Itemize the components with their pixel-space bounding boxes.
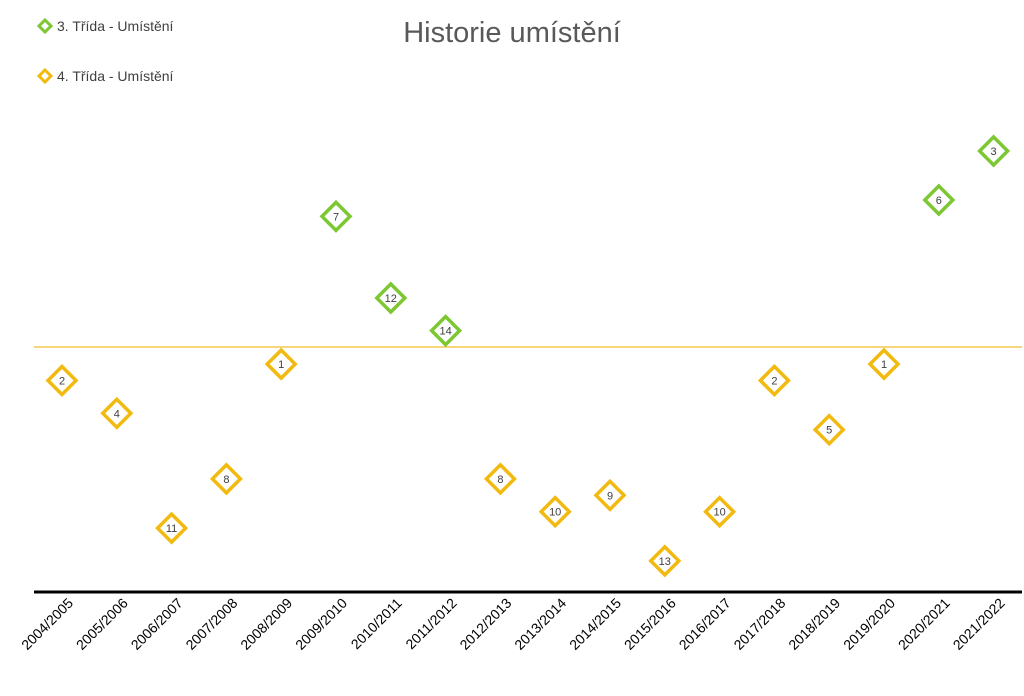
point-diamond: [100, 396, 134, 430]
x-tick-label: 2011/2012: [402, 595, 460, 653]
point-label: 6: [936, 195, 942, 207]
data-point: 13: [648, 544, 682, 578]
x-tick-label: 2014/2015: [566, 595, 624, 653]
x-tick-label: 2019/2020: [840, 595, 898, 653]
legend-diamond-icon: [36, 17, 54, 35]
x-axis-tick-labels: 2004/20052005/20062006/20072007/20082008…: [18, 595, 1008, 653]
point-diamond: [812, 413, 846, 447]
legend-item: 4. Třída - Umístění: [36, 67, 174, 85]
point-label: 7: [333, 211, 339, 223]
point-diamond: [374, 281, 408, 315]
x-tick-label: 2007/2008: [182, 595, 240, 653]
point-diamond: [483, 462, 517, 496]
data-point: 5: [812, 413, 846, 447]
point-label: 2: [771, 376, 777, 388]
point-label: 3: [991, 146, 997, 158]
x-tick-label: 2016/2017: [676, 595, 734, 653]
point-label: 4: [114, 408, 120, 420]
point-diamond: [429, 314, 463, 348]
data-point: 9: [593, 478, 627, 512]
x-tick-label: 2005/2006: [73, 595, 131, 653]
x-tick-label: 2012/2013: [456, 595, 514, 653]
point-diamond: [977, 134, 1011, 168]
data-point: 8: [209, 462, 243, 496]
data-point: 2: [757, 364, 791, 397]
point-diamond: [209, 462, 243, 496]
data-point: 12: [374, 281, 408, 315]
point-label: 9: [607, 490, 613, 502]
point-diamond: [703, 495, 737, 529]
point-diamond: [757, 364, 791, 397]
x-tick-label: 2013/2014: [511, 595, 569, 653]
point-label: 1: [278, 359, 284, 371]
data-point: 3: [977, 134, 1011, 168]
data-point: 4: [100, 396, 134, 430]
legend-diamond-icon: [36, 67, 54, 85]
legend: 3. Třída - Umístění 4. Třída - Umístění: [36, 17, 174, 85]
point-diamond: [45, 364, 79, 397]
point-diamond: [155, 511, 189, 545]
point-diamond: [538, 495, 572, 529]
data-point: 10: [538, 495, 572, 529]
data-point: 2: [45, 364, 79, 397]
x-tick-label: 2017/2018: [730, 595, 788, 653]
x-tick-label: 2018/2019: [785, 595, 843, 653]
x-tick-label: 2006/2007: [128, 595, 186, 653]
point-diamond: [922, 183, 956, 217]
data-points: 7 12 14 6 3 2 4 11 8 1 8 10 9 13 10 2 5 1: [45, 134, 1011, 578]
point-label: 1: [881, 359, 887, 371]
x-tick-label: 2009/2010: [292, 595, 350, 653]
data-point: 6: [922, 183, 956, 217]
point-diamond: [264, 347, 298, 381]
x-tick-label: 2021/2022: [950, 595, 1008, 653]
data-point: 7: [319, 199, 353, 233]
point-diamond: [867, 347, 901, 381]
point-diamond: [648, 544, 682, 578]
data-point: 14: [429, 314, 463, 348]
x-tick-label: 2015/2016: [621, 595, 679, 653]
data-point: 10: [703, 495, 737, 529]
point-diamond: [593, 478, 627, 512]
x-tick-label: 2020/2021: [895, 595, 953, 653]
point-label: 10: [549, 507, 561, 519]
point-label: 11: [166, 523, 177, 535]
x-tick-label: 2010/2011: [348, 595, 406, 653]
x-tick-label: 2004/2005: [18, 595, 76, 653]
point-label: 10: [713, 507, 725, 519]
point-diamond: [319, 199, 353, 233]
legend-item: 3. Třída - Umístění: [36, 17, 174, 35]
data-point: 1: [264, 347, 298, 381]
point-label: 14: [439, 326, 451, 338]
point-label: 8: [497, 474, 503, 486]
data-point: 1: [867, 347, 901, 381]
data-point: 11: [155, 511, 189, 545]
point-label: 2: [59, 376, 65, 388]
point-label: 12: [385, 293, 397, 305]
data-point: 8: [483, 462, 517, 496]
chart-title: Historie umístění: [403, 17, 621, 49]
x-tick-label: 2008/2009: [237, 595, 295, 653]
legend-label: 4. Třída - Umístění: [57, 68, 174, 84]
point-label: 8: [223, 474, 229, 486]
point-label: 13: [659, 556, 671, 568]
point-label: 5: [826, 425, 832, 437]
legend-label: 3. Třída - Umístění: [57, 18, 174, 34]
